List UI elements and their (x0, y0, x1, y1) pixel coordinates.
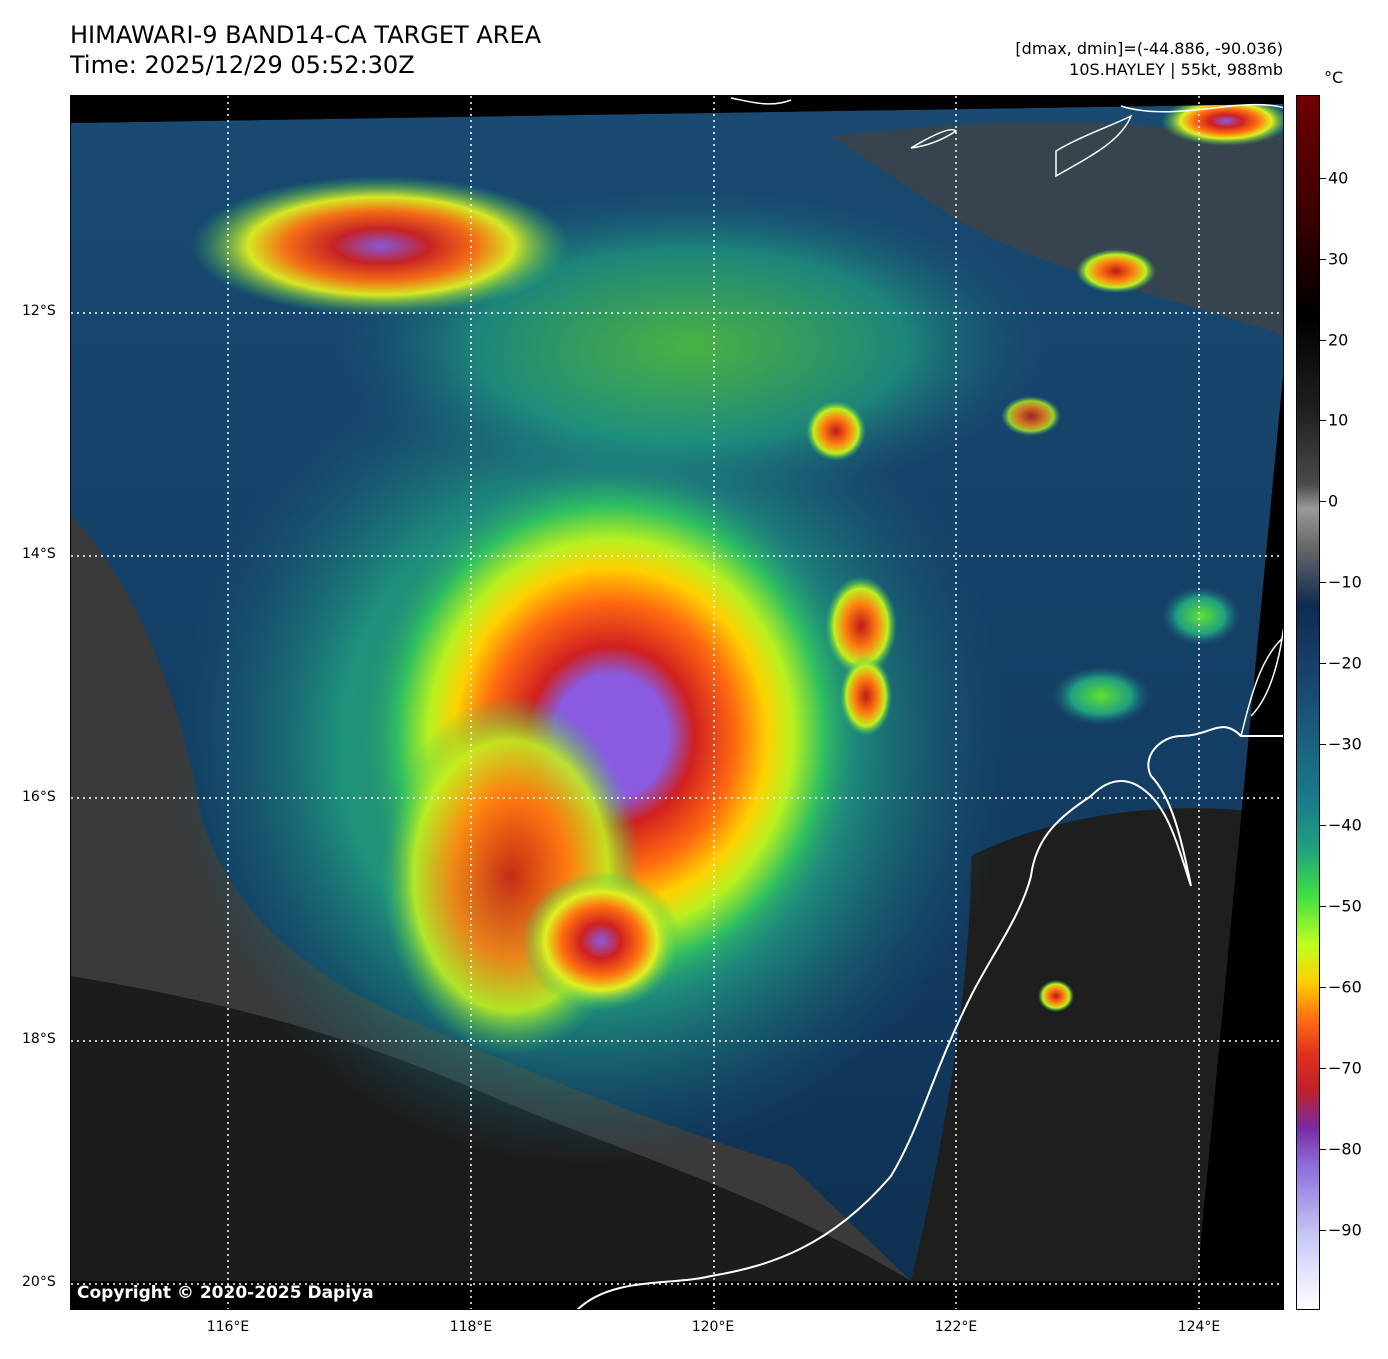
lat-label-14s: 14°S (22, 546, 56, 562)
colorbar-tick: 10 (1328, 410, 1349, 430)
colorbar-unit: °C (1324, 68, 1344, 87)
lat-label-20s: 20°S (22, 1274, 56, 1290)
storm-name: 10S.HAYLEY | 55kt, 988mb (1069, 60, 1283, 79)
lat-label-12s: 12°S (22, 303, 56, 319)
colorbar-tick: −30 (1328, 734, 1362, 754)
colorbar-tick: 20 (1328, 330, 1349, 350)
temperature-colorbar (1296, 95, 1320, 1310)
lat-label-16s: 16°S (22, 789, 56, 805)
chart-title: HIMAWARI-9 BAND14-CA TARGET AREA Time: 2… (70, 20, 541, 80)
lon-label-116e: 116°E (206, 1319, 250, 1335)
colorbar-tick: 30 (1328, 249, 1349, 269)
storm-info: [dmax, dmin]=(-44.886, -90.036) 10S.HAYL… (1015, 38, 1283, 80)
satellite-imagery (71, 96, 1283, 1309)
colorbar-tick: −40 (1328, 815, 1362, 835)
colorbar-tick: −50 (1328, 896, 1362, 916)
colorbar-tick: −20 (1328, 653, 1362, 673)
colorbar-tick: −80 (1328, 1139, 1362, 1159)
title-line-1: HIMAWARI-9 BAND14-CA TARGET AREA (70, 21, 542, 49)
lon-label-122e: 122°E (934, 1319, 978, 1335)
colorbar-tick: −60 (1328, 977, 1362, 997)
copyright-text: Copyright © 2020-2025 Dapiya (77, 1283, 374, 1303)
colorbar-tick: −90 (1328, 1220, 1362, 1240)
colorbar-tick: 40 (1328, 168, 1349, 188)
colorbar-tick: −10 (1328, 572, 1362, 592)
satellite-map[interactable]: Copyright © 2020-2025 Dapiya (70, 95, 1284, 1310)
title-line-2: Time: 2025/12/29 05:52:30Z (70, 51, 415, 79)
dmax-dmin: [dmax, dmin]=(-44.886, -90.036) (1015, 39, 1283, 58)
lon-label-118e: 118°E (449, 1319, 493, 1335)
lon-label-124e: 124°E (1177, 1319, 1221, 1335)
colorbar-tick: −70 (1328, 1058, 1362, 1078)
graticule (71, 96, 1283, 1309)
lat-label-18s: 18°S (22, 1031, 56, 1047)
colorbar-tick: 0 (1328, 491, 1339, 511)
lon-label-120e: 120°E (691, 1319, 735, 1335)
